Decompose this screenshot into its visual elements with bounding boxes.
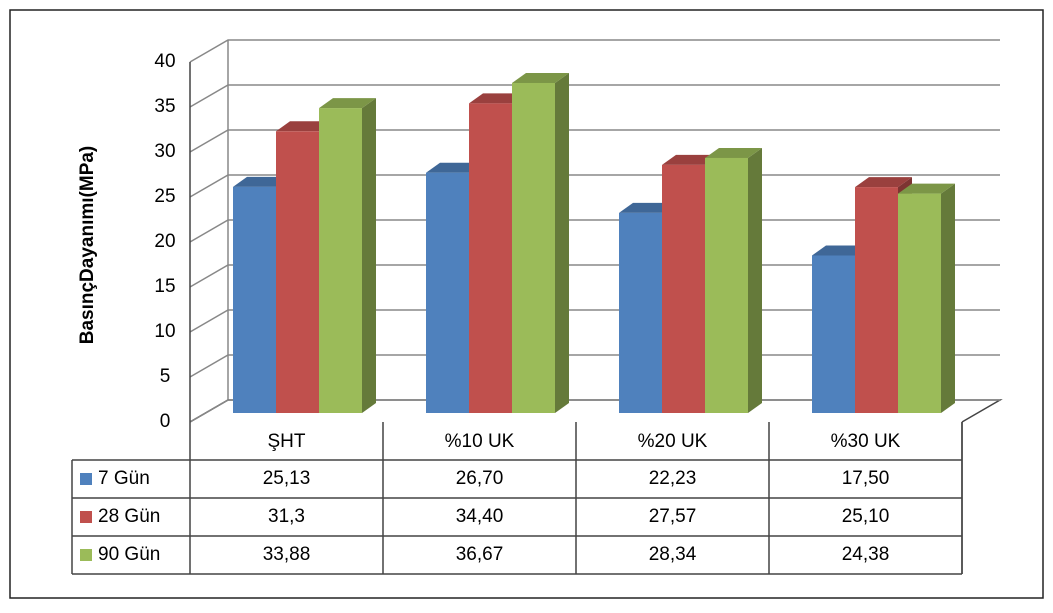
bar-side [941, 183, 955, 413]
table-value: 28,34 [649, 544, 697, 565]
grid-line [189, 84, 1000, 108]
legend-swatch [80, 511, 92, 523]
bar-top [855, 177, 912, 188]
bar-front [898, 193, 941, 413]
bar-top [276, 121, 333, 132]
x-tick-label: %20 UK [638, 431, 708, 452]
bar-top [705, 147, 762, 158]
bar-front [662, 164, 705, 413]
bar-top [233, 176, 290, 187]
bar-top [512, 72, 569, 83]
bar-top [812, 245, 869, 256]
bar-side [555, 72, 569, 413]
y-tick-label: 5 [160, 366, 171, 387]
bar-front [619, 212, 662, 413]
table-value: 27,57 [649, 506, 697, 527]
bar-front [426, 172, 469, 413]
y-tick-label: 15 [154, 276, 175, 297]
bar [319, 98, 376, 413]
legend-label: 7 Gün [98, 468, 150, 489]
table-value: 33,88 [263, 544, 311, 565]
table-value: 36,67 [456, 544, 504, 565]
table-value: 25,13 [263, 468, 311, 489]
table-value: 26,70 [456, 468, 504, 489]
bar-top [319, 98, 376, 109]
bar-front [319, 108, 362, 413]
y-tick-label: 30 [154, 141, 175, 162]
grid-line [189, 39, 1000, 63]
legend-label: 28 Gün [98, 506, 160, 527]
x-tick-label: ŞHT [268, 431, 306, 452]
bar-side [362, 98, 376, 413]
bar-side [748, 147, 762, 413]
bar-top [619, 202, 676, 213]
x-tick-label: %10 UK [445, 431, 515, 452]
grid-line [189, 129, 1000, 153]
x-tick-label: %30 UK [831, 431, 901, 452]
y-tick-label: 10 [154, 321, 175, 342]
y-tick-label: 25 [154, 186, 175, 207]
bar-front [705, 157, 748, 413]
bar-front [855, 187, 898, 413]
y-tick-label: 35 [154, 96, 175, 117]
bar [512, 72, 569, 413]
table-value: 22,23 [649, 468, 697, 489]
y-tick-label: 20 [154, 231, 175, 252]
bar-front [469, 103, 512, 414]
bar-top [898, 183, 955, 194]
legend-label: 90 Gün [98, 544, 160, 565]
bar-top [469, 93, 526, 104]
legend-swatch [80, 473, 92, 485]
table-value: 24,38 [842, 544, 890, 565]
table-value: 25,10 [842, 506, 890, 527]
bar [705, 147, 762, 413]
bar-front [233, 186, 276, 413]
table-value: 34,40 [456, 506, 504, 527]
bar-top [426, 162, 483, 173]
table-value: 17,50 [842, 468, 890, 489]
table-value: 31,3 [268, 506, 305, 527]
y-tick-label: 40 [154, 51, 175, 72]
legend-swatch [80, 549, 92, 561]
bar-front [512, 82, 555, 413]
bar-top [662, 154, 719, 165]
bar-front [276, 131, 319, 414]
y-tick-label: 0 [160, 411, 171, 432]
y-axis-title: BasınçDayanımı(MPa) [77, 146, 98, 345]
bar [898, 183, 955, 413]
bar-front [812, 255, 855, 413]
